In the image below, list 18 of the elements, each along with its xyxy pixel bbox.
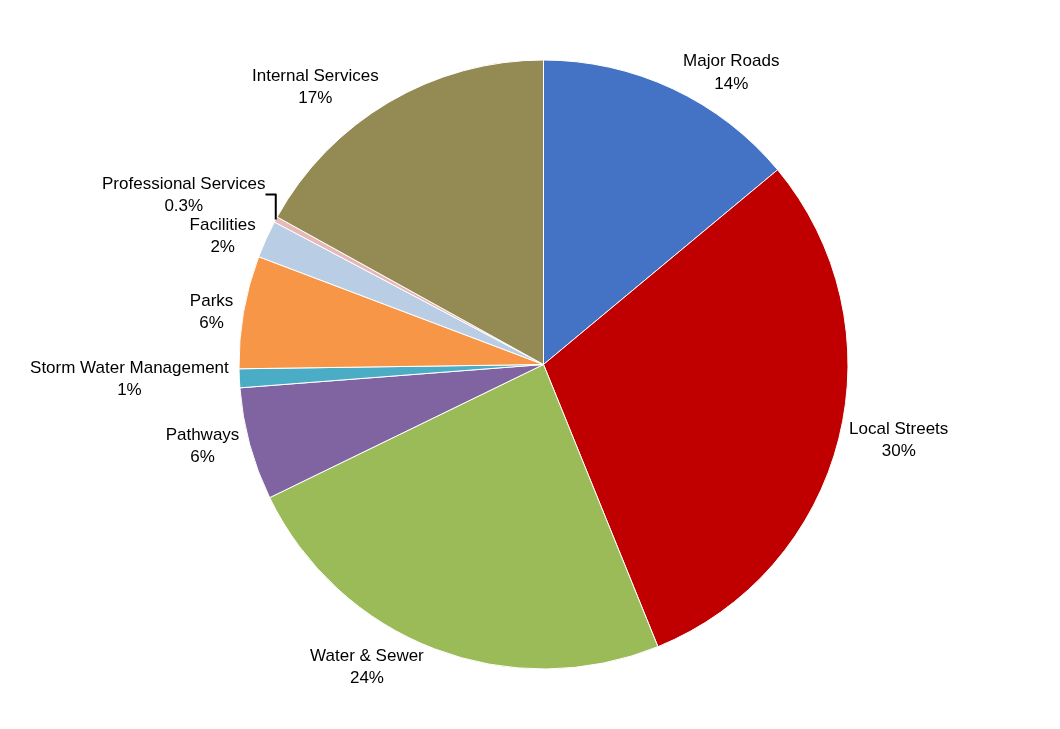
slice-label: Major Roads xyxy=(683,51,780,71)
data-label: 6% xyxy=(199,312,224,332)
data-label: 2% xyxy=(210,237,235,257)
data-label: 1% xyxy=(117,379,142,399)
data-label: 30% xyxy=(881,441,916,461)
slice-label: Local Streets xyxy=(849,419,949,439)
slice-label: Pathways xyxy=(165,425,240,445)
data-label: 17% xyxy=(298,88,333,108)
data-label: 0.3% xyxy=(164,196,204,216)
slice-label: Water & Sewer xyxy=(310,646,425,666)
data-label: 24% xyxy=(349,668,384,688)
data-label: 6% xyxy=(190,447,215,467)
slice-label: Professional Services xyxy=(102,173,266,193)
slice-label: Internal Services xyxy=(252,66,379,86)
slice-label: Facilities xyxy=(189,215,256,235)
data-label: 14% xyxy=(714,73,749,93)
slice-label: Storm Water Management xyxy=(30,357,230,377)
slice-label: Parks xyxy=(189,290,234,310)
